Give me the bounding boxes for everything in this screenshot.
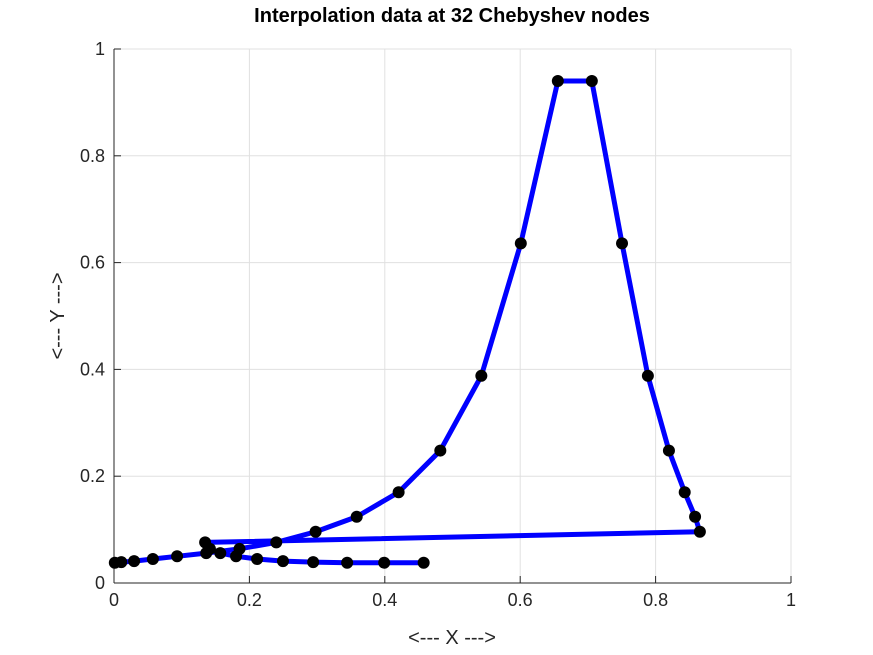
data-point-31 xyxy=(417,556,430,569)
data-point-4 xyxy=(171,550,184,563)
data-point-28 xyxy=(307,556,320,569)
y-tick-label-2: 0.4 xyxy=(80,359,105,379)
y-axis-label: <--- Y ---> xyxy=(47,272,69,359)
data-point-30 xyxy=(378,556,391,569)
y-tick-label-1: 0.2 xyxy=(80,466,105,486)
data-point-23 xyxy=(203,542,216,555)
data-point-25 xyxy=(230,550,243,563)
data-point-3 xyxy=(146,552,159,565)
data-point-14 xyxy=(551,75,564,88)
data-point-15 xyxy=(585,75,598,88)
y-ticks: 0 0.2 0.4 0.6 0.8 1 xyxy=(80,39,121,593)
data-point-13 xyxy=(514,237,527,250)
x-axis-label: <--- X ---> xyxy=(408,627,496,649)
x-tick-label-5: 1 xyxy=(786,590,796,610)
x-ticks: 0 0.2 0.4 0.6 0.8 1 xyxy=(109,576,796,610)
data-point-9 xyxy=(350,510,363,523)
x-tick-label-1: 0.2 xyxy=(237,590,262,610)
y-tick-label-4: 0.8 xyxy=(80,146,105,166)
data-point-19 xyxy=(678,486,691,499)
data-point-27 xyxy=(276,555,289,568)
data-point-21 xyxy=(693,525,706,538)
data-point-20 xyxy=(689,510,702,523)
data-point-24 xyxy=(214,547,227,560)
chart-title: Interpolation data at 32 Chebyshev nodes xyxy=(254,5,650,27)
data-point-26 xyxy=(251,552,264,565)
y-tick-label-3: 0.6 xyxy=(80,253,105,273)
grid xyxy=(113,48,792,584)
y-tick-label-0: 0 xyxy=(95,573,105,593)
x-tick-label-3: 0.6 xyxy=(508,590,533,610)
x-tick-label-4: 0.8 xyxy=(643,590,668,610)
x-tick-label-0: 0 xyxy=(109,590,119,610)
data-point-1 xyxy=(115,556,128,569)
data-point-11 xyxy=(434,444,447,457)
data-point-16 xyxy=(616,237,629,250)
data-point-10 xyxy=(392,486,405,499)
series-group xyxy=(108,75,706,569)
data-point-12 xyxy=(475,369,488,382)
data-point-18 xyxy=(662,444,675,457)
data-point-29 xyxy=(341,556,354,569)
data-point-17 xyxy=(641,369,654,382)
y-tick-label-5: 1 xyxy=(95,39,105,59)
x-tick-label-2: 0.4 xyxy=(372,590,397,610)
data-point-2 xyxy=(128,555,141,568)
data-point-8 xyxy=(309,525,322,538)
data-point-7 xyxy=(270,536,283,549)
axes xyxy=(113,49,791,584)
